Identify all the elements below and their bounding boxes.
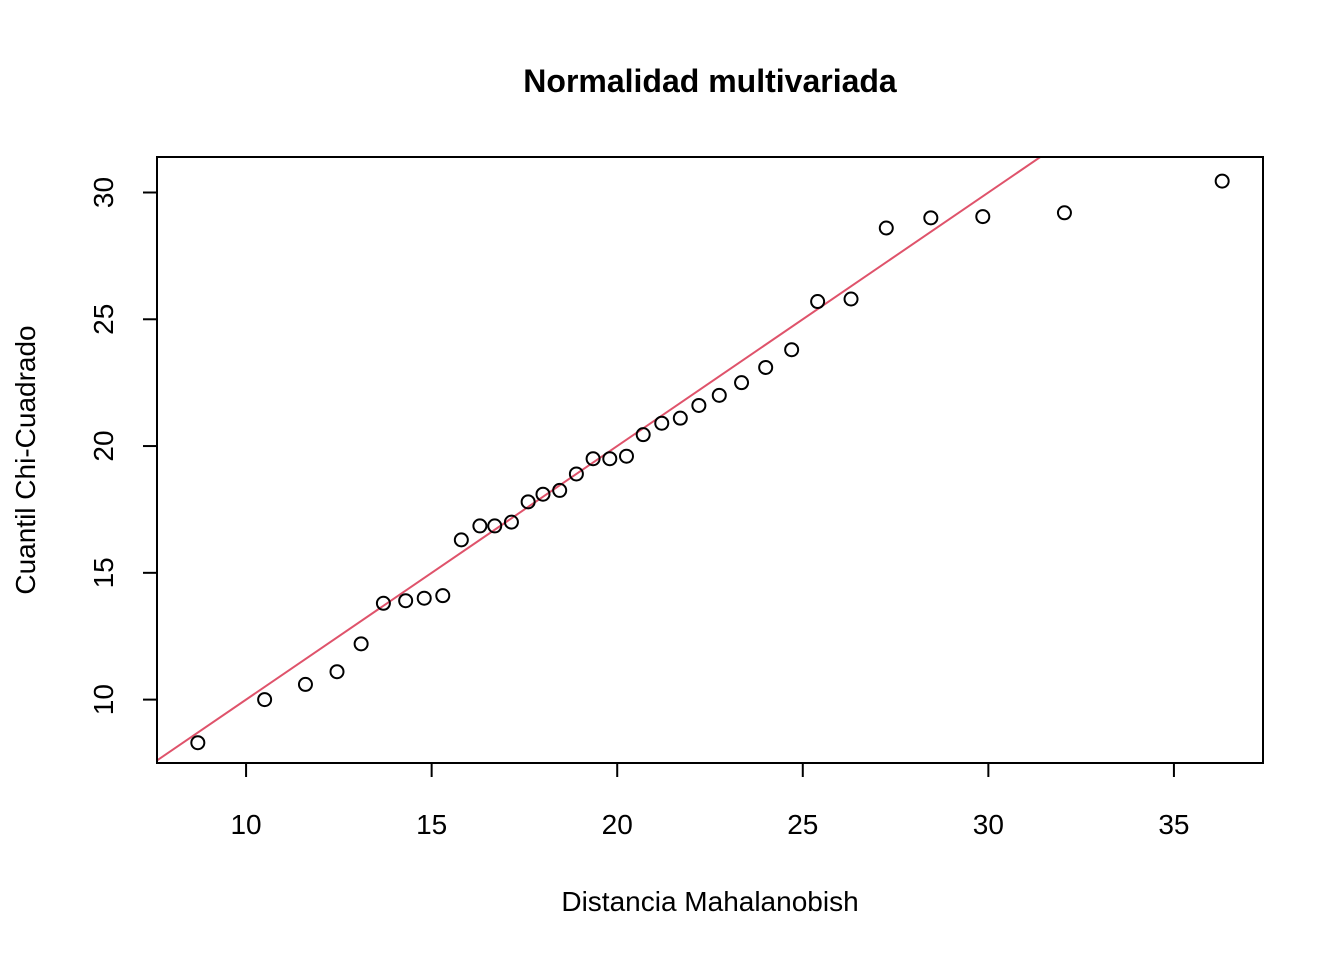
y-axis: 10 15 20 25 30 <box>88 177 158 715</box>
data-point <box>602 451 618 467</box>
data-point <box>472 518 488 534</box>
data-point <box>552 482 568 498</box>
data-point <box>734 375 750 391</box>
y-axis-title: Cuantil Chi-Cuadrado <box>10 325 41 594</box>
points-layer <box>190 173 1230 751</box>
data-point <box>535 486 551 502</box>
data-point <box>329 664 345 680</box>
data-point <box>1056 205 1072 221</box>
data-point <box>585 451 601 467</box>
x-tick-label: 15 <box>416 809 447 840</box>
data-point <box>635 427 651 443</box>
data-point <box>453 532 469 548</box>
x-tick-label: 35 <box>1158 809 1189 840</box>
x-axis-title: Distancia Mahalanobish <box>561 886 858 917</box>
y-tick-label: 20 <box>88 430 119 461</box>
x-tick-label: 30 <box>973 809 1004 840</box>
data-point <box>375 595 391 611</box>
data-point <box>654 415 670 431</box>
data-point <box>416 590 432 606</box>
data-point <box>711 387 727 403</box>
data-point <box>810 294 826 310</box>
x-axis: 10 15 20 25 30 35 <box>230 762 1190 840</box>
data-point <box>691 397 707 413</box>
y-tick-label: 10 <box>88 684 119 715</box>
x-tick-label: 10 <box>230 809 261 840</box>
data-point <box>398 593 414 609</box>
data-point <box>672 410 688 426</box>
data-point <box>520 494 536 510</box>
reference-line-layer <box>157 157 1043 762</box>
data-point <box>297 676 313 692</box>
data-point <box>758 359 774 375</box>
data-point <box>257 692 273 708</box>
data-point <box>843 291 859 307</box>
data-point <box>878 220 894 236</box>
data-point <box>975 209 991 225</box>
data-point <box>353 636 369 652</box>
plot-frame <box>156 156 1264 764</box>
chart-title: Normalidad multivariada <box>523 63 897 99</box>
data-point <box>435 588 451 604</box>
data-point <box>923 210 939 226</box>
data-point <box>784 342 800 358</box>
data-point <box>568 466 584 482</box>
data-point <box>487 518 503 534</box>
reference-line <box>157 157 1043 762</box>
x-tick-label: 25 <box>787 809 818 840</box>
data-point <box>190 735 206 751</box>
data-point <box>1214 173 1230 189</box>
y-tick-label: 15 <box>88 557 119 588</box>
data-point <box>503 514 519 530</box>
y-tick-label: 25 <box>88 304 119 335</box>
y-tick-label: 30 <box>88 177 119 208</box>
x-tick-label: 20 <box>602 809 633 840</box>
data-point <box>618 448 634 464</box>
